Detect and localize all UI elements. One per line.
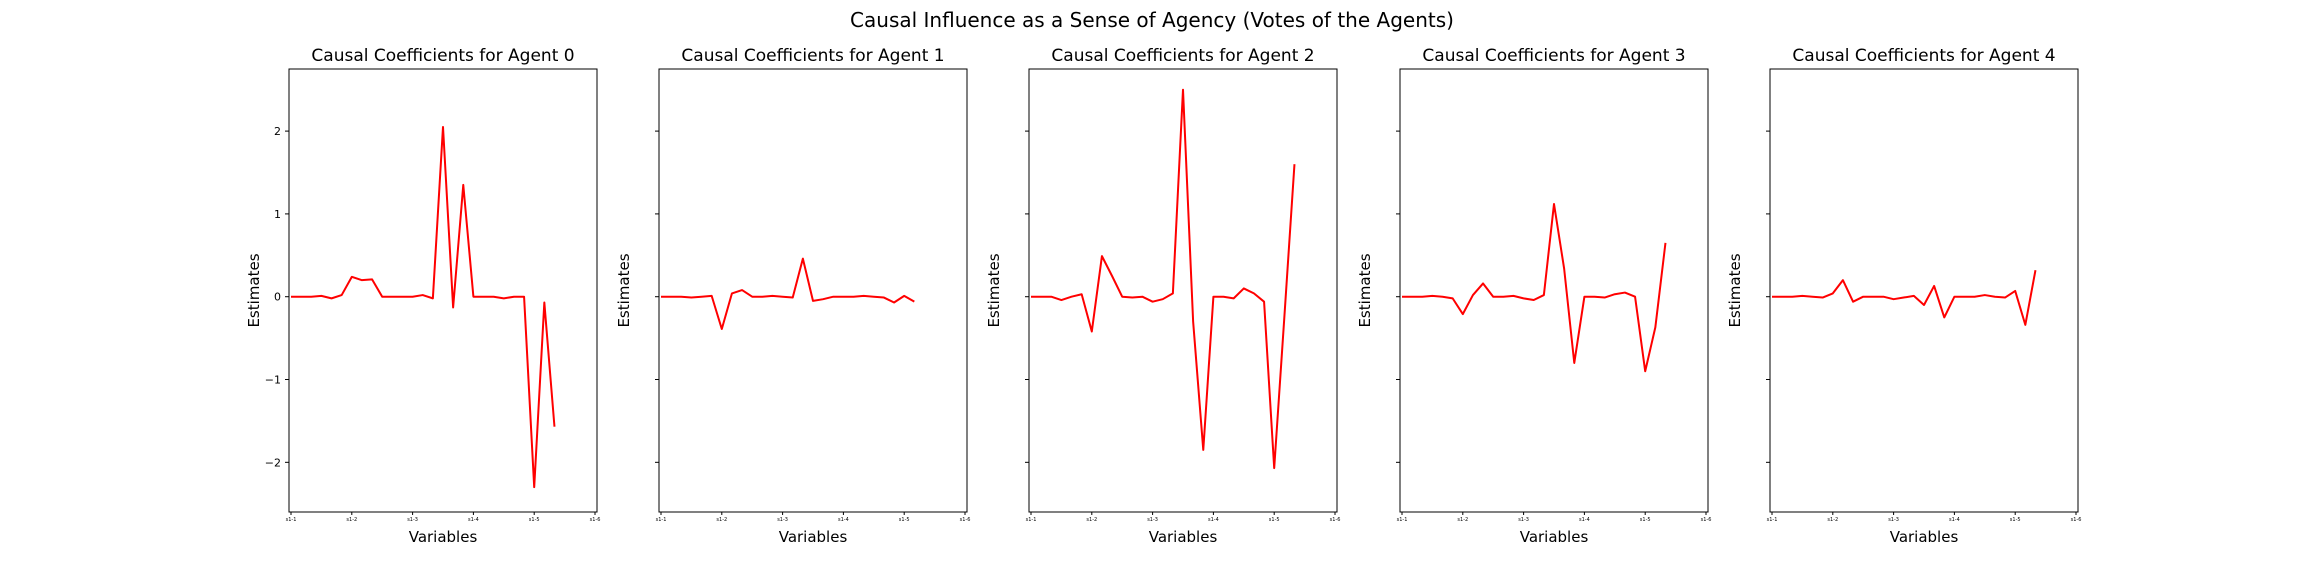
x-tick-label: s1-1 bbox=[1026, 517, 1037, 523]
x-tick-label: s1-5 bbox=[899, 517, 910, 523]
series-line-agent-0 bbox=[291, 125, 556, 489]
y-tick-label: 2 bbox=[274, 125, 281, 138]
axes-agent-1: Causal Coefficients for Agent 1 s1-1 s1-2 s… bbox=[615, 46, 970, 546]
x-tick-label: s1-3 bbox=[407, 517, 418, 523]
series-line-agent-3 bbox=[1402, 202, 1667, 373]
x-tick-label: s1-3 bbox=[1147, 517, 1158, 523]
y-tick-label: 1 bbox=[274, 208, 281, 221]
x-axis-label: Variables bbox=[779, 528, 848, 546]
x-tick-label: s1-6 bbox=[960, 517, 971, 523]
x-tick-label: s1-2 bbox=[346, 517, 357, 523]
series-line-agent-2 bbox=[1031, 88, 1296, 470]
x-tick-label: s1-6 bbox=[1330, 517, 1341, 523]
axes-frame bbox=[1769, 68, 2079, 513]
axes-container: Causal Coefficients for Agent 0 −2 −1 0 1 2 s1… bbox=[245, 46, 2081, 546]
axes-frame bbox=[1399, 68, 1709, 513]
axes-frame bbox=[1028, 68, 1338, 513]
x-axis-label: Variables bbox=[409, 528, 478, 546]
figure-suptitle: Causal Influence as a Sense of Agency (V… bbox=[850, 8, 1454, 32]
x-tick-label: s1-6 bbox=[1701, 517, 1712, 523]
axes-agent-0: Causal Coefficients for Agent 0 −2 −1 0 1 2 s1… bbox=[245, 46, 600, 546]
x-tick-label: s1-6 bbox=[590, 517, 601, 523]
x-tick-label: s1-3 bbox=[777, 517, 788, 523]
x-tick-label: s1-2 bbox=[1457, 517, 1468, 523]
x-tick-label: s1-4 bbox=[1208, 517, 1219, 523]
x-tick-label: s1-5 bbox=[2010, 517, 2021, 523]
x-axis-label: Variables bbox=[1149, 528, 1218, 546]
y-tick-label: −2 bbox=[265, 456, 281, 469]
axes-agent-3: Causal Coefficients for Agent 3 s1-1 s1-2 s… bbox=[1356, 46, 1711, 546]
x-tick-label: s1-1 bbox=[286, 517, 297, 523]
y-axis-label: Estimates bbox=[985, 253, 1003, 327]
x-tick-label: s1-4 bbox=[1579, 517, 1590, 523]
y-axis-label: Estimates bbox=[1356, 253, 1374, 327]
y-tick-label: −1 bbox=[265, 374, 281, 387]
y-axis-label: Estimates bbox=[1726, 253, 1744, 327]
x-tick-label: s1-4 bbox=[838, 517, 849, 523]
x-tick-label: s1-1 bbox=[1767, 517, 1778, 523]
x-tick-label: s1-1 bbox=[1397, 517, 1408, 523]
x-tick-label: s1-1 bbox=[656, 517, 667, 523]
x-tick-label: s1-5 bbox=[529, 517, 540, 523]
axes-title: Causal Coefficients for Agent 0 bbox=[311, 46, 574, 66]
axes-title: Causal Coefficients for Agent 4 bbox=[1792, 46, 2055, 66]
axes-frame bbox=[658, 68, 968, 513]
x-tick-label: s1-5 bbox=[1269, 517, 1280, 523]
y-axis-label: Estimates bbox=[245, 253, 263, 327]
x-tick-label: s1-3 bbox=[1518, 517, 1529, 523]
y-tick-label: 0 bbox=[274, 291, 281, 304]
axes-agent-2: Causal Coefficients for Agent 2 s1-1 s1-2 s… bbox=[985, 46, 1340, 546]
x-axis-label: Variables bbox=[1520, 528, 1589, 546]
x-tick-label: s1-4 bbox=[1949, 517, 1960, 523]
y-axis-label: Estimates bbox=[615, 253, 633, 327]
x-tick-label: s1-2 bbox=[1827, 517, 1838, 523]
x-tick-label: s1-6 bbox=[2071, 517, 2082, 523]
axes-title: Causal Coefficients for Agent 1 bbox=[681, 46, 944, 66]
x-tick-label: s1-4 bbox=[468, 517, 479, 523]
x-tick-label: s1-5 bbox=[1640, 517, 1651, 523]
x-tick-label: s1-2 bbox=[1086, 517, 1097, 523]
x-axis-label: Variables bbox=[1890, 528, 1959, 546]
axes-agent-4: Causal Coefficients for Agent 4 s1-1 s1-2 s… bbox=[1726, 46, 2081, 546]
x-tick-label: s1-2 bbox=[716, 517, 727, 523]
series-line-agent-1 bbox=[661, 257, 915, 330]
axes-title: Causal Coefficients for Agent 3 bbox=[1422, 46, 1685, 66]
axes-title: Causal Coefficients for Agent 2 bbox=[1051, 46, 1314, 66]
series-line-agent-4 bbox=[1772, 270, 2037, 326]
axes-frame bbox=[288, 68, 598, 513]
x-tick-label: s1-3 bbox=[1888, 517, 1899, 523]
